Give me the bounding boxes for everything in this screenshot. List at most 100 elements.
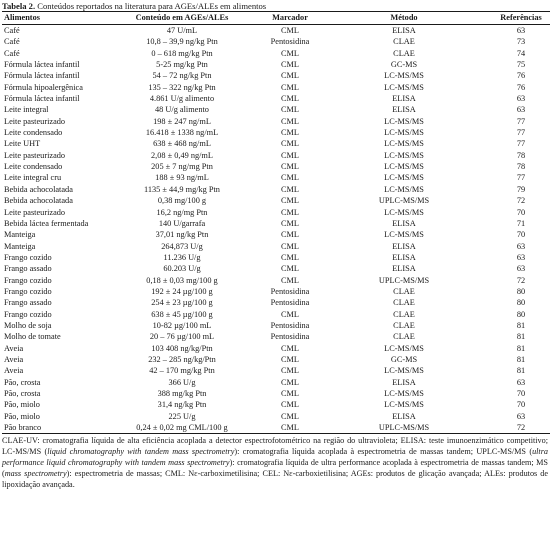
header-marcador: Marcador [246,11,334,25]
cell-referencia: 77 [516,116,526,126]
cell-referencia: 63 [516,94,526,104]
cell-metodo: ELISA [392,105,416,115]
footnote-part-4: ): espectrometria de massas; CML: Nε-car… [2,468,548,489]
table-row: Bebida achocolatada 0,38 mg/100 g CML UPLC-… [2,195,550,206]
footnote-italic-1: liquid chromatography with tandem mass s… [47,447,235,457]
cell-metodo: LC-MS/MS [384,71,424,81]
cell-conteudo: 0,18 ± 0,03 mg/100 g [146,275,218,285]
cell-marcador: CML [281,184,299,194]
cell-referencia: 78 [516,150,526,160]
cell-referencia: 74 [516,48,526,58]
cell-alimento: Fórmula láctea infantil [4,60,80,70]
cell-referencia: 63 [516,377,526,387]
table-row: Pão branco 0,24 ± 0,02 mg CML/100 g CML UPL… [2,422,550,435]
cell-referencia: 76 [516,82,526,92]
data-table: Alimentos Conteúdo em AGEs/ALEs Marcador… [2,11,550,435]
cell-metodo: ELISA [392,252,416,262]
table-row: Fórmula láctea infantil 54 – 72 ng/kg Ptn… [2,70,550,81]
cell-metodo: LC-MS/MS [384,116,424,126]
table-row: Frango cozido 192 ± 24 µg/100 g Pentosidin… [2,286,550,297]
cell-alimento: Frango cozido [4,286,52,296]
table-row: Pão, miolo 225 U/g CML ELISA 63 [2,411,550,422]
cell-conteudo: 192 ± 24 µg/100 g [151,286,213,296]
cell-alimento: Fórmula láctea infantil [4,94,80,104]
table-row: Fórmula láctea infantil 4.861 U/g aliment… [2,93,550,104]
cell-conteudo: 140 U/garrafa [158,218,206,228]
table-row: Leite integral 48 U/g alimento CML ELISA 63 [2,104,550,115]
cell-conteudo: 388 mg/kg Ptn [157,389,207,398]
cell-referencia: 63 [516,411,526,421]
cell-metodo: LC-MS/MS [384,366,424,376]
cell-alimento: Café [4,37,20,47]
cell-metodo: CLAE [393,48,415,58]
cell-metodo: CLAE [393,37,415,47]
cell-referencia: 80 [516,309,526,319]
cell-metodo: LC-MS/MS [384,82,424,92]
table-footnote: CLAE-UV: cromatografia líquida de alta e… [2,436,548,490]
cell-alimento: Café [4,26,20,35]
cell-marcador: CML [281,218,299,228]
cell-alimento: Frango cozido [4,252,52,262]
table-row: Frango assado 254 ± 23 µg/100 g Pentosidin… [2,297,550,308]
cell-metodo: LC-MS/MS [384,207,424,217]
cell-metodo: CLAE [393,332,415,342]
cell-metodo: UPLC-MS/MS [378,196,430,206]
cell-conteudo: 54 – 72 ng/kg Ptn [152,71,212,81]
table-row: Café 10,8 – 39,9 ng/kg Ptn Pentosidina CLAE… [2,36,550,47]
table-row: Fórmula hipoalergênica 135 – 322 ng/kg Pt… [2,82,550,93]
cell-marcador: CML [281,207,299,217]
cell-metodo: LC-MS/MS [384,150,424,160]
cell-referencia: 72 [516,275,526,285]
cell-marcador: CML [281,105,299,115]
table-row: Fórmula láctea infantil 5-25 mg/kg Ptn CML… [2,59,550,70]
footnote-part-1: CLAE-UV: cromatografia líquida de alta e… [2,436,548,457]
cell-metodo: LC-MS/MS [384,162,424,172]
table-row: Café 47 U/mL CML ELISA 63 [2,25,550,37]
cell-marcador: CML [281,196,299,206]
table-caption-label: Tabela 2. [2,1,36,11]
cell-alimento: Leite condensado [4,162,63,172]
cell-referencia: 81 [516,354,526,364]
cell-metodo: ELISA [392,264,416,274]
cell-alimento: Frango cozido [4,309,52,319]
cell-alimento: Molho de soja [4,320,52,330]
cell-conteudo: 638 ± 45 µg/100 g [151,309,213,319]
table-figure: Tabela 2. Conteúdos reportados na litera… [2,0,550,490]
cell-referencia: 63 [516,241,526,251]
table-row: Frango assado 60.203 U/g CML ELISA 63 [2,263,550,274]
cell-alimento: Fórmula láctea infantil [4,71,80,81]
cell-marcador: CML [281,400,299,410]
cell-alimento: Bebida achocolatada [4,184,73,194]
header-referencias: Referências [474,11,550,25]
cell-marcador: CML [281,162,299,172]
cell-marcador: CML [281,116,299,126]
cell-referencia: 70 [516,400,526,410]
cell-referencia: 81 [516,366,526,376]
cell-marcador: CML [281,309,299,319]
cell-conteudo: 31,4 ng/kg Ptn [157,400,207,410]
cell-marcador: CML [281,264,299,274]
cell-alimento: Leite UHT [4,139,41,149]
cell-marcador: CML [281,71,299,81]
table-row: Manteiga 264,873 U/g CML ELISA 63 [2,241,550,252]
cell-marcador: CML [281,275,299,285]
cell-conteudo: 4.861 U/g alimento [149,94,215,104]
cell-marcador: CML [281,48,299,58]
cell-marcador: CML [281,354,299,364]
cell-alimento: Bebida láctea fermentada [4,218,89,228]
cell-marcador: CML [281,150,299,160]
cell-metodo: ELISA [392,94,416,104]
header-metodo: Método [334,11,474,25]
table-row: Leite pasteurizado 198 ± 247 ng/mL CML LC-M… [2,116,550,127]
cell-conteudo: 188 ± 93 ng/mL [155,173,209,183]
cell-metodo: LC-MS/MS [384,139,424,149]
cell-conteudo: 264,873 U/g [161,241,203,251]
cell-referencia: 81 [516,332,526,342]
footnote-part-3: ): cromatografia líquida de ultra perfor… [2,457,548,478]
cell-referencia: 70 [516,230,526,240]
table-row: Leite pasteurizado 2,08 ± 0,49 ng/mL CML LC… [2,150,550,161]
table-row: Leite pasteurizado 16,2 ng/mg Ptn CML LC-MS… [2,207,550,218]
table-row: Leite condensado 205 ± 7 ng/mg Ptn CML LC-M… [2,161,550,172]
header-conteudo: Conteúdo em AGEs/ALEs [118,11,246,25]
cell-metodo: LC-MS/MS [384,173,424,183]
